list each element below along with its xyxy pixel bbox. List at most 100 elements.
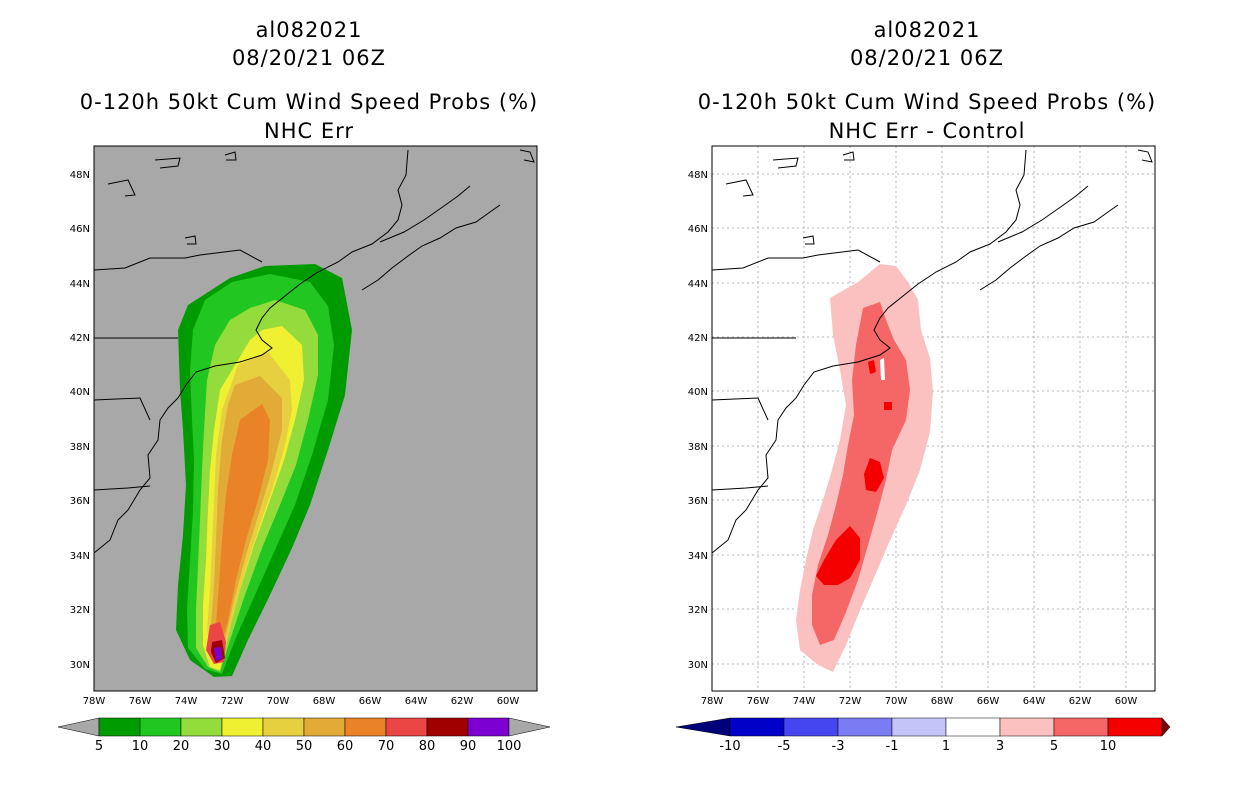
- datetime-label: 08/20/21 06Z: [231, 46, 387, 70]
- lon-label: 70W: [267, 696, 290, 707]
- map-frame: [711, 145, 1156, 692]
- colorbar-label: 100: [497, 739, 522, 754]
- lat-label: 36N: [70, 496, 90, 507]
- datetime-label: 08/20/21 06Z: [849, 46, 1005, 70]
- colorbar-swatch: [139, 717, 182, 737]
- lon-label: 68W: [313, 696, 336, 707]
- lon-label: 62W: [1069, 696, 1092, 707]
- lat-axis: 48N 46N 44N 42N 40N 38N 36N 34N 32N 30N: [688, 170, 708, 671]
- lon-label: 64W: [405, 696, 428, 707]
- lon-label: 74W: [793, 696, 816, 707]
- grid-lines: [712, 146, 1155, 691]
- colorbar-label: 80: [419, 739, 436, 754]
- colorbar-label: -10: [719, 739, 740, 754]
- lon-label: 68W: [931, 696, 954, 707]
- colorbar-label: -5: [778, 739, 791, 754]
- coastlines: [711, 149, 1153, 554]
- colorbar-swatch: [426, 717, 469, 737]
- colorbar-swatch: [1107, 717, 1163, 737]
- lat-label: 30N: [688, 660, 708, 671]
- lon-label: 72W: [839, 696, 862, 707]
- contour-neutral-gap: [880, 358, 885, 380]
- colorbar-label: 40: [255, 739, 272, 754]
- lat-label: 40N: [70, 387, 90, 398]
- lat-label: 42N: [70, 333, 90, 344]
- lon-label: 72W: [221, 696, 244, 707]
- colorbar-label: 5: [95, 739, 103, 754]
- lon-label: 78W: [83, 696, 106, 707]
- colorbar-swatch: [729, 717, 785, 737]
- lat-label: 34N: [70, 551, 90, 562]
- contour-5-to-10-d: [884, 402, 892, 410]
- colorbar-label: 60: [337, 739, 354, 754]
- colorbar-label: 70: [378, 739, 395, 754]
- product-subtitle: NHC Err: [263, 119, 354, 143]
- lon-label: 66W: [977, 696, 1000, 707]
- colorbar-swatch: [1053, 717, 1109, 737]
- contour-60: [216, 404, 270, 652]
- lon-label: 76W: [747, 696, 770, 707]
- lat-label: 42N: [688, 333, 708, 344]
- colorbar-label: 20: [173, 739, 190, 754]
- lat-label: 38N: [70, 442, 90, 453]
- lon-label: 78W: [701, 696, 724, 707]
- colorbar-swatch: [385, 717, 428, 737]
- lat-label: 40N: [688, 387, 708, 398]
- colorbar-left-arrow: [57, 717, 100, 737]
- colorbar-label: 1: [942, 739, 950, 754]
- colorbar-swatch: [891, 717, 947, 737]
- colorbar-label: 30: [214, 739, 231, 754]
- lat-label: 46N: [70, 224, 90, 235]
- colorbar-right-arrow: [1161, 717, 1171, 737]
- lon-axis: 78W 76W 74W 72W 70W 68W 66W 64W 62W 60W: [701, 696, 1138, 707]
- coastlines: [93, 149, 535, 554]
- lat-axis: 48N 46N 44N 42N 40N 38N 36N 34N 32N 30N: [70, 170, 90, 671]
- colorbar-right-arrow: [508, 717, 551, 737]
- colorbar-swatch: [837, 717, 893, 737]
- colorbar-swatch: [344, 717, 387, 737]
- difference-map: 48N 46N 44N 42N 40N 38N 36N 34N 32N 30N …: [675, 145, 1171, 754]
- lat-label: 48N: [70, 170, 90, 181]
- lat-label: 38N: [688, 442, 708, 453]
- contour-5-to-10-b: [864, 458, 884, 492]
- colorbar-swatch: [945, 717, 1001, 737]
- colorbar: -10 -5 -3 -1 1 3 5 10: [675, 717, 1171, 754]
- lat-label: 48N: [688, 170, 708, 181]
- map-frame: [93, 145, 538, 692]
- lat-label: 46N: [688, 224, 708, 235]
- lon-label: 74W: [175, 696, 198, 707]
- panel-nhc-err-control: al082021 08/20/21 06Z 0-120h 50kt Cum Wi…: [618, 0, 1236, 800]
- lon-axis: 78W 76W 74W 72W 70W 68W 66W 64W 62W 60W: [83, 696, 520, 707]
- storm-id-label: al082021: [873, 18, 981, 42]
- colorbar-label: 3: [996, 739, 1004, 754]
- lon-label: 64W: [1023, 696, 1046, 707]
- contour-90: [214, 647, 222, 661]
- product-subtitle: NHC Err - Control: [828, 119, 1026, 143]
- colorbar-swatch: [303, 717, 346, 737]
- lat-label: 34N: [688, 551, 708, 562]
- colorbar-label: 50: [296, 739, 313, 754]
- lat-label: 44N: [688, 279, 708, 290]
- panel-nhc-err: al082021 08/20/21 06Z 0-120h 50kt Cum Wi…: [57, 18, 551, 754]
- lat-label: 32N: [70, 605, 90, 616]
- colorbar-swatch: [262, 717, 305, 737]
- colorbar: 5 10 20 30 40 50 60 70 80 90 100: [57, 717, 551, 754]
- storm-id-label: al082021: [255, 18, 363, 42]
- lon-label: 60W: [497, 696, 520, 707]
- colorbar-swatch: [999, 717, 1055, 737]
- lon-label: 66W: [359, 696, 382, 707]
- lat-label: 44N: [70, 279, 90, 290]
- colorbar-swatch: [783, 717, 839, 737]
- map-background: [712, 146, 1155, 691]
- product-title: 0-120h 50kt Cum Wind Speed Probs (%): [79, 90, 539, 114]
- probability-map: 48N 46N 44N 42N 40N 38N 36N 34N 32N 30N …: [57, 145, 551, 754]
- colorbar-swatch: [467, 717, 510, 737]
- lon-label: 70W: [885, 696, 908, 707]
- lon-label: 62W: [451, 696, 474, 707]
- colorbar-label: 5: [1050, 739, 1058, 754]
- colorbar-swatch: [180, 717, 223, 737]
- colorbar-swatch: [221, 717, 264, 737]
- lon-label: 76W: [129, 696, 152, 707]
- colorbar-label: -3: [832, 739, 845, 754]
- contour-5-to-10-a: [816, 526, 860, 585]
